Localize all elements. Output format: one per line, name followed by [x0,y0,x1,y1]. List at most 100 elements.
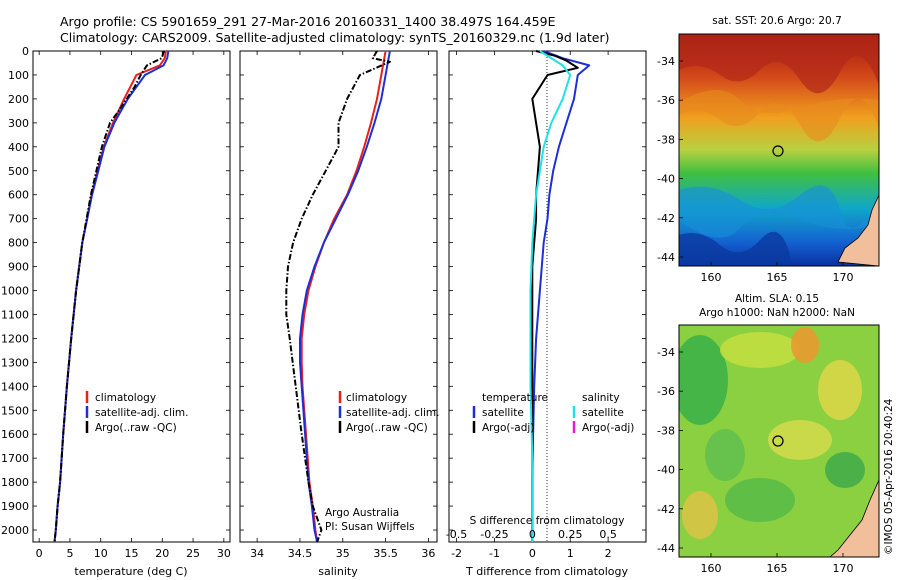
x-tick-label: -1 [489,547,500,560]
temperature-x-label: temperature (deg C) [74,565,187,578]
x-tick-label: 2 [605,547,612,560]
x-tick-label: 0 [36,547,43,560]
x-tick-label: 15 [125,547,139,560]
difference-top-label: S difference from climatology [470,515,625,527]
depth-tick-label: 1000 [1,285,29,298]
legend-label-satellite: satellite-adj. clim. [95,407,188,419]
legend-label-satellite: satellite-adj. clim. [346,407,439,419]
top-tick-label: 0 [529,528,536,541]
depth-tick-label: 500 [8,165,29,178]
sla-map [679,325,879,557]
map-y-tick-label: -38 [657,424,675,437]
depth-tick-label: 2000 [1,524,29,537]
map-y-tick-label: -44 [657,251,675,264]
map-y-tick-label: -36 [657,94,675,107]
temperature-panel-frame [32,50,231,543]
difference-legend: temperature satellite Argo(-adj) salinit… [472,392,634,434]
map-y-tick-label: -42 [657,503,675,516]
x-tick-label: 0 [529,547,536,560]
difference-x-axis: -2 -1 0 1 2 [451,51,612,560]
salinity-x-label: salinity [318,565,358,578]
difference-series [529,50,591,542]
temperature-series [53,50,170,543]
series-line-argo-raw-qc- [53,50,166,543]
x-tick-label: 25 [186,547,200,560]
map-x-tick-label: 170 [833,271,854,284]
series-line-temperature-satellite [531,50,591,542]
map-y-tick-label: -42 [657,212,675,225]
salinity-x-axis: 34 34.5 35 35.5 36 [250,51,435,560]
top-tick-label: 0.25 [558,528,583,541]
map-y-tick-label: -38 [657,133,675,146]
sst-map-frame [678,33,880,267]
top-tick-label: -0.5 [446,528,467,541]
depth-tick-label: 1700 [1,452,29,465]
sla-map-axes: 160 165 170 -34 -36 -38 -40 -42 -44 [657,346,853,575]
depth-tick-label: 100 [8,69,29,82]
depth-tick-label: 1300 [1,356,29,369]
legend-title-salinity: salinity [582,392,620,404]
series-line-salinity-satellite [529,50,572,542]
map-y-tick-label: -44 [657,542,675,555]
depth-tick-label: 1400 [1,380,29,393]
depth-tick-label: 900 [8,261,29,274]
watermark-line2: PI: Susan Wijffels [325,521,415,533]
watermark-line1: Argo Australia [325,507,399,519]
x-tick-label: 20 [155,547,169,560]
depth-tick-label: 1200 [1,332,29,345]
depth-axis: 0 100 200 300 400 500 600 700 800 900 1000 1100 1200… [1,45,646,537]
salinity-series [285,50,391,543]
depth-tick-label: 0 [22,45,29,58]
legend-label-sal-argo: Argo(-adj) [582,422,634,434]
x-tick-label: 34 [250,547,264,560]
x-tick-label: 10 [94,547,108,560]
legend-label-argo: Argo(..raw -QC) [95,422,177,434]
salinity-panel-frame [239,50,438,543]
difference-top-ticks: -0.5 -0.25 0 0.25 0.5 [446,528,617,541]
x-tick-label: 36 [421,547,435,560]
x-tick-label: 5 [66,547,73,560]
sla-map-title-line2: Argo h1000: NaN h2000: NaN [699,307,855,319]
depth-tick-label: 1900 [1,500,29,513]
map-y-tick-label: -40 [657,173,675,186]
sst-map [679,34,879,266]
map-x-tick-label: 160 [701,562,722,575]
map-y-tick-label: -34 [657,55,675,68]
depth-tick-label: 1500 [1,404,29,417]
sla-map-frame [678,324,880,558]
top-tick-label: 0.5 [599,528,617,541]
legend-title-temperature: temperature [482,392,548,404]
depth-tick-label: 1100 [1,308,29,321]
argo-location-marker [772,145,784,157]
x-tick-label: 35.5 [373,547,398,560]
legend-label-sal-satellite: satellite [582,407,624,419]
depth-tick-label: 800 [8,237,29,250]
map-y-tick-label: -40 [657,464,675,477]
salinity-legend: climatology satellite-adj. clim. Argo(..… [338,391,439,434]
argo-location-marker [772,435,784,447]
legend-label-argo: Argo(..raw -QC) [346,422,428,434]
depth-tick-label: 1600 [1,428,29,441]
sla-map-title-line1: Altim. SLA: 0.15 [735,293,819,305]
sst-map-axes: 160 165 170 -34 -36 -38 -40 -42 -44 [657,55,853,284]
top-tick-label: -0.25 [480,528,508,541]
footer-credit: ©IMOS 05-Apr-2016 20:40:24 [883,398,895,555]
depth-tick-label: 300 [8,117,29,130]
figure-title-line1: Argo profile: CS 5901659_291 27-Mar-2016… [60,14,556,29]
map-x-tick-label: 170 [833,562,854,575]
depth-tick-label: 700 [8,213,29,226]
map-x-tick-label: 165 [767,271,788,284]
x-tick-label: 35 [336,547,350,560]
legend-label-climatology: climatology [95,392,156,404]
legend-label-temp-argo: Argo(-adj) [482,422,534,434]
x-tick-label: 30 [217,547,231,560]
difference-x-label: T difference from climatology [465,565,628,578]
temperature-legend: climatology satellite-adj. clim. Argo(..… [85,391,188,434]
difference-panel-frame [448,50,647,543]
map-y-tick-label: -34 [657,346,675,359]
figure-title-line2: Climatology: CARS2009. Satellite-adjuste… [60,30,610,45]
x-tick-label: 34.5 [288,547,313,560]
depth-tick-label: 200 [8,93,29,106]
x-tick-label: 1 [567,547,574,560]
